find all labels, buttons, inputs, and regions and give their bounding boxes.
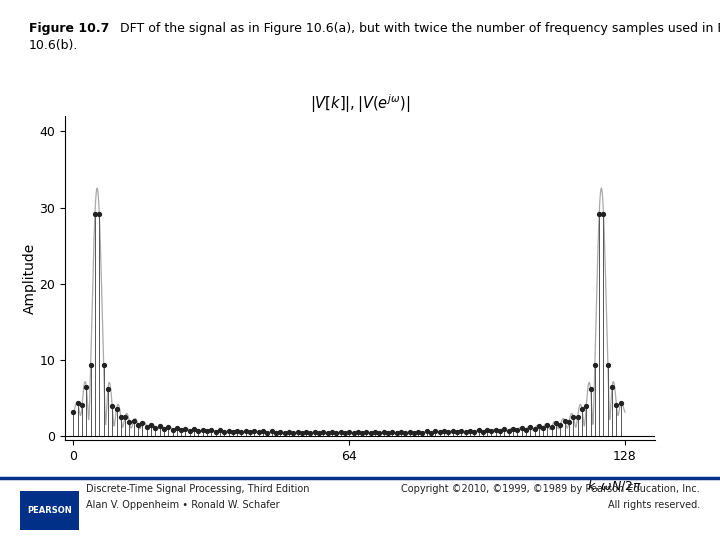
Text: 10.6(b).: 10.6(b).: [29, 39, 78, 52]
Text: Alan V. Oppenheim • Ronald W. Schafer: Alan V. Oppenheim • Ronald W. Schafer: [86, 500, 280, 510]
Text: Discrete-Time Signal Processing, Third Edition: Discrete-Time Signal Processing, Third E…: [86, 484, 310, 495]
Text: $k, \omega N/2\pi$: $k, \omega N/2\pi$: [588, 478, 642, 493]
Text: PEARSON: PEARSON: [27, 507, 72, 515]
Title: $|V[k]|, |V(e^{j\omega})|$: $|V[k]|, |V(e^{j\omega})|$: [310, 92, 410, 115]
Text: Copyright ©2010, ©1999, ©1989 by Pearson Education, Inc.: Copyright ©2010, ©1999, ©1989 by Pearson…: [401, 484, 700, 495]
Y-axis label: Amplitude: Amplitude: [22, 242, 37, 314]
Text: DFT of the signal as in Figure 10.6(a), but with twice the number of frequency s: DFT of the signal as in Figure 10.6(a), …: [112, 22, 720, 35]
Text: Figure 10.7: Figure 10.7: [29, 22, 109, 35]
Text: All rights reserved.: All rights reserved.: [608, 500, 700, 510]
